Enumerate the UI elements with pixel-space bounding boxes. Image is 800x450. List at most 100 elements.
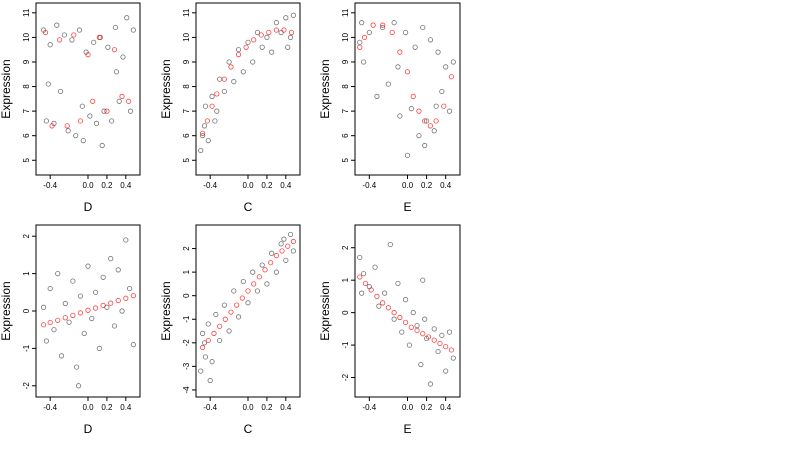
observed-point (439, 332, 445, 338)
fitted-point (448, 347, 455, 353)
observed-point (408, 106, 414, 112)
y-tick-label: 8 (22, 84, 31, 89)
y-tick-label: 10 (22, 32, 31, 41)
y-tick-label: 8 (182, 84, 191, 89)
fitted-point (77, 310, 84, 316)
fitted-point (425, 334, 432, 340)
fitted-point (416, 108, 422, 114)
x-tick-label: 0.0 (402, 403, 414, 412)
y-tick-label: 6 (182, 133, 191, 138)
observed-point (40, 304, 47, 310)
observed-point (357, 39, 363, 45)
observed-point (96, 345, 102, 351)
panel-2: -0.4 0.0 0.2 0.4 5 6 7 8 9 10 11 C Expression (159, 2, 301, 214)
observed-point (51, 327, 57, 333)
observed-point (273, 20, 279, 26)
y-tick-label: 2 (22, 233, 31, 238)
observed-point (450, 355, 456, 361)
fitted-point (420, 331, 426, 337)
fitted-point (123, 295, 129, 301)
observed-point (245, 39, 251, 45)
observed-point (130, 27, 136, 33)
fitted-point (279, 248, 285, 254)
y-tick-label: 1 (341, 277, 350, 282)
observed-point (374, 93, 380, 99)
fitted-point (368, 287, 374, 293)
fitted-point (370, 22, 376, 28)
fitted-point (115, 297, 121, 304)
plot-frame (354, 224, 461, 398)
observed-point (380, 24, 386, 31)
fitted-point (380, 300, 386, 306)
observed-point (439, 88, 445, 95)
y-tick-label: -2 (22, 382, 31, 390)
fitted-point (40, 322, 47, 328)
fitted-point (217, 323, 223, 329)
observed-point (387, 241, 393, 248)
x-tick-label: 0.4 (120, 403, 132, 412)
observed-point (119, 308, 125, 314)
observed-point (99, 142, 105, 149)
observed-point (414, 323, 420, 329)
fitted-point (85, 51, 91, 58)
observed-point (273, 269, 279, 275)
x-axis-title: C (244, 422, 253, 436)
observed-point (93, 120, 100, 127)
observed-point (221, 88, 227, 95)
observed-point (217, 76, 223, 82)
observed-point (450, 59, 456, 65)
fitted-point (100, 302, 106, 308)
fitted-point (234, 302, 240, 308)
observed-point (359, 20, 365, 26)
y-tick-label: -1 (341, 341, 350, 349)
fitted-point (402, 319, 409, 325)
fitted-point (130, 293, 136, 299)
x-tick-label: 0.2 (261, 181, 273, 190)
fitted-point (200, 344, 206, 351)
fitted-point (281, 27, 287, 33)
observed-point (101, 108, 107, 114)
y-tick-label: -3 (182, 362, 191, 370)
observed-point (360, 271, 367, 277)
observed-point (212, 118, 218, 124)
x-tick-label: -0.4 (362, 403, 376, 412)
fitted-point (47, 319, 53, 326)
observed-point (200, 330, 206, 336)
y-tick-label: 5 (182, 157, 191, 162)
observed-point (259, 44, 265, 50)
x-tick-label: 0.0 (82, 181, 94, 190)
observed-point (92, 289, 99, 295)
fitted-point (235, 51, 242, 58)
observed-point (420, 277, 426, 283)
y-tick-label: 10 (341, 32, 350, 41)
observed-point (58, 353, 65, 359)
fitted-point (389, 29, 395, 36)
observed-point (66, 319, 72, 325)
observed-point (207, 377, 213, 384)
observed-point (74, 364, 80, 370)
observed-point (47, 42, 53, 48)
observed-point (410, 310, 416, 316)
fitted-point (108, 300, 114, 306)
y-tick-label: -1 (182, 315, 191, 323)
observed-point (87, 113, 93, 119)
observed-point (399, 329, 405, 335)
x-axis-title: E (403, 200, 411, 214)
observed-point (54, 22, 60, 28)
y-tick-label: 7 (182, 108, 191, 113)
panel-6: -0.4 0.0 0.2 0.4 -2 -1 0 1 2 E Expression (318, 224, 461, 436)
observed-point (427, 37, 434, 43)
x-tick-label: 0.4 (120, 181, 132, 190)
observed-point (198, 147, 204, 154)
observed-point (427, 381, 434, 387)
observed-point (235, 314, 242, 320)
panel-1: -0.4 0.0 0.2 0.4 5 6 7 8 9 10 11 D Expression (0, 2, 141, 214)
fitted-point (90, 98, 96, 104)
fitted-point (104, 108, 110, 114)
observed-point (259, 262, 265, 268)
fitted-point (288, 29, 295, 36)
observed-point (446, 108, 453, 114)
y-tick-label: 11 (182, 8, 191, 17)
x-axis-title: C (244, 200, 253, 214)
observed-point (209, 93, 215, 99)
